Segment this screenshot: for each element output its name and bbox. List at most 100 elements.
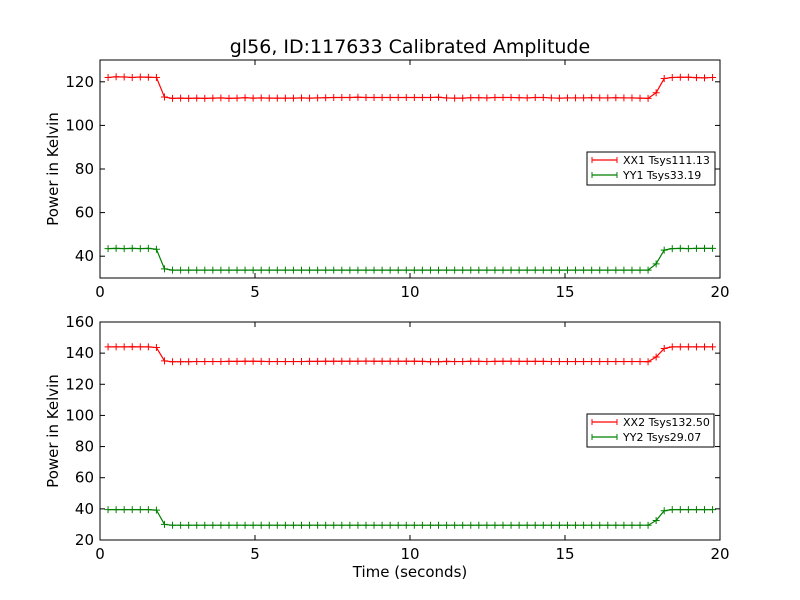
data-point bbox=[483, 521, 491, 529]
data-point bbox=[241, 521, 249, 529]
data-point bbox=[475, 94, 483, 102]
series-line-1-0 bbox=[108, 346, 713, 363]
data-point bbox=[451, 358, 459, 366]
data-point bbox=[709, 343, 717, 351]
data-point bbox=[265, 266, 273, 274]
y-tick-label: 140 bbox=[65, 344, 94, 362]
data-point bbox=[185, 521, 193, 529]
data-point bbox=[144, 343, 152, 351]
data-point bbox=[531, 357, 539, 365]
data-point bbox=[120, 343, 128, 351]
data-point bbox=[676, 343, 684, 351]
data-point bbox=[402, 521, 410, 529]
data-point bbox=[185, 266, 193, 274]
data-point bbox=[410, 266, 418, 274]
data-point bbox=[547, 266, 555, 274]
data-point bbox=[507, 93, 515, 101]
x-tick-label: 5 bbox=[250, 545, 260, 563]
data-point bbox=[507, 266, 515, 274]
legend-swatch-marker bbox=[591, 419, 618, 425]
data-point bbox=[354, 521, 362, 529]
data-point bbox=[636, 266, 644, 274]
data-point bbox=[314, 266, 322, 274]
data-point bbox=[370, 357, 378, 365]
data-point bbox=[298, 94, 305, 102]
data-point bbox=[257, 94, 265, 102]
data-point bbox=[257, 521, 265, 529]
data-point bbox=[394, 93, 402, 101]
data-point bbox=[451, 266, 459, 274]
data-point bbox=[241, 266, 249, 274]
data-point bbox=[193, 266, 201, 274]
data-point bbox=[620, 266, 628, 274]
data-point bbox=[370, 521, 378, 529]
data-point bbox=[644, 521, 652, 529]
y-axis-label: Power in Kelvin bbox=[44, 112, 62, 226]
data-point bbox=[547, 521, 555, 529]
data-point bbox=[628, 266, 636, 274]
data-point bbox=[555, 521, 563, 529]
x-tick-label: 15 bbox=[555, 283, 574, 301]
data-point bbox=[104, 73, 112, 81]
data-point bbox=[394, 521, 402, 529]
data-point bbox=[233, 357, 241, 365]
data-point bbox=[289, 521, 297, 529]
data-point bbox=[628, 358, 636, 366]
data-point bbox=[330, 93, 338, 101]
data-point bbox=[354, 357, 362, 365]
data-point bbox=[265, 358, 273, 366]
data-point bbox=[620, 358, 628, 366]
data-point bbox=[330, 266, 338, 274]
data-point bbox=[491, 266, 499, 274]
data-point bbox=[652, 517, 660, 525]
data-point bbox=[539, 357, 547, 365]
data-point bbox=[515, 94, 523, 102]
data-point bbox=[451, 94, 459, 102]
data-point bbox=[660, 75, 668, 83]
data-point bbox=[483, 266, 491, 274]
data-point bbox=[386, 266, 394, 274]
data-point bbox=[709, 73, 717, 81]
data-point bbox=[225, 94, 233, 102]
data-point bbox=[701, 244, 708, 252]
data-point bbox=[531, 521, 539, 529]
data-point bbox=[426, 521, 434, 529]
data-point bbox=[160, 357, 168, 365]
series-line-0-0 bbox=[108, 76, 713, 99]
data-point bbox=[418, 357, 426, 365]
data-point bbox=[628, 94, 636, 102]
series-line-1-1 bbox=[108, 509, 713, 526]
x-tick-label: 0 bbox=[95, 545, 105, 563]
legend-swatch-marker bbox=[591, 172, 618, 178]
data-point bbox=[636, 94, 644, 102]
data-point bbox=[193, 521, 201, 529]
data-point bbox=[628, 521, 636, 529]
data-point bbox=[668, 245, 676, 253]
data-point bbox=[604, 358, 612, 366]
data-point bbox=[120, 506, 128, 514]
data-point bbox=[523, 357, 531, 365]
data-point bbox=[306, 266, 314, 274]
data-point bbox=[241, 357, 249, 365]
legend-box bbox=[586, 413, 715, 448]
data-point bbox=[306, 521, 314, 529]
data-point bbox=[233, 94, 241, 102]
x-tick-label: 10 bbox=[400, 545, 419, 563]
data-point bbox=[491, 93, 499, 101]
data-point bbox=[273, 358, 281, 366]
data-point bbox=[467, 357, 475, 365]
y-tick-label: 40 bbox=[75, 247, 94, 265]
data-point bbox=[217, 94, 225, 102]
data-point bbox=[152, 344, 160, 352]
data-point bbox=[572, 358, 580, 366]
data-point bbox=[177, 266, 185, 274]
y-tick-label: 80 bbox=[75, 438, 94, 456]
data-point bbox=[160, 265, 168, 273]
data-point bbox=[322, 94, 330, 102]
data-point bbox=[709, 244, 717, 252]
data-point bbox=[257, 266, 265, 274]
data-point bbox=[483, 358, 491, 366]
data-point bbox=[410, 357, 418, 365]
